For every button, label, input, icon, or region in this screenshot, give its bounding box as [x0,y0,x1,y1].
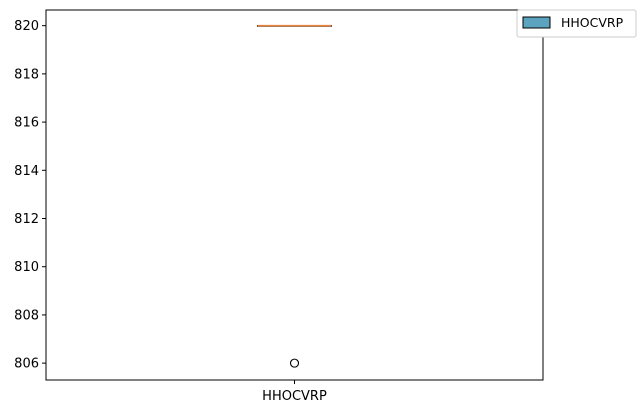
y-tick-label: 806 [14,357,39,372]
y-tick-label: 810 [14,260,39,275]
box-plot-marks [257,24,332,368]
y-axis: 806 808 810 812 814 816 818 820 [14,19,46,372]
outlier-point [289,358,300,368]
x-tick-label: HHOCVRP [262,389,327,404]
y-tick-label: 808 [14,308,39,323]
y-tick-label: 820 [14,19,39,34]
legend-swatch-hhocvrp [522,16,551,29]
plot-area [45,9,544,381]
y-tick-label: 818 [14,67,39,82]
x-axis: HHOCVRP [262,380,327,404]
legend-label-hhocvrp: HHOCVRP [561,15,624,30]
legend[interactable]: HHOCVRP [516,9,637,38]
y-tick-label: 812 [14,212,39,227]
y-tick-label: 816 [14,116,39,131]
y-tick-label: 814 [14,164,39,179]
